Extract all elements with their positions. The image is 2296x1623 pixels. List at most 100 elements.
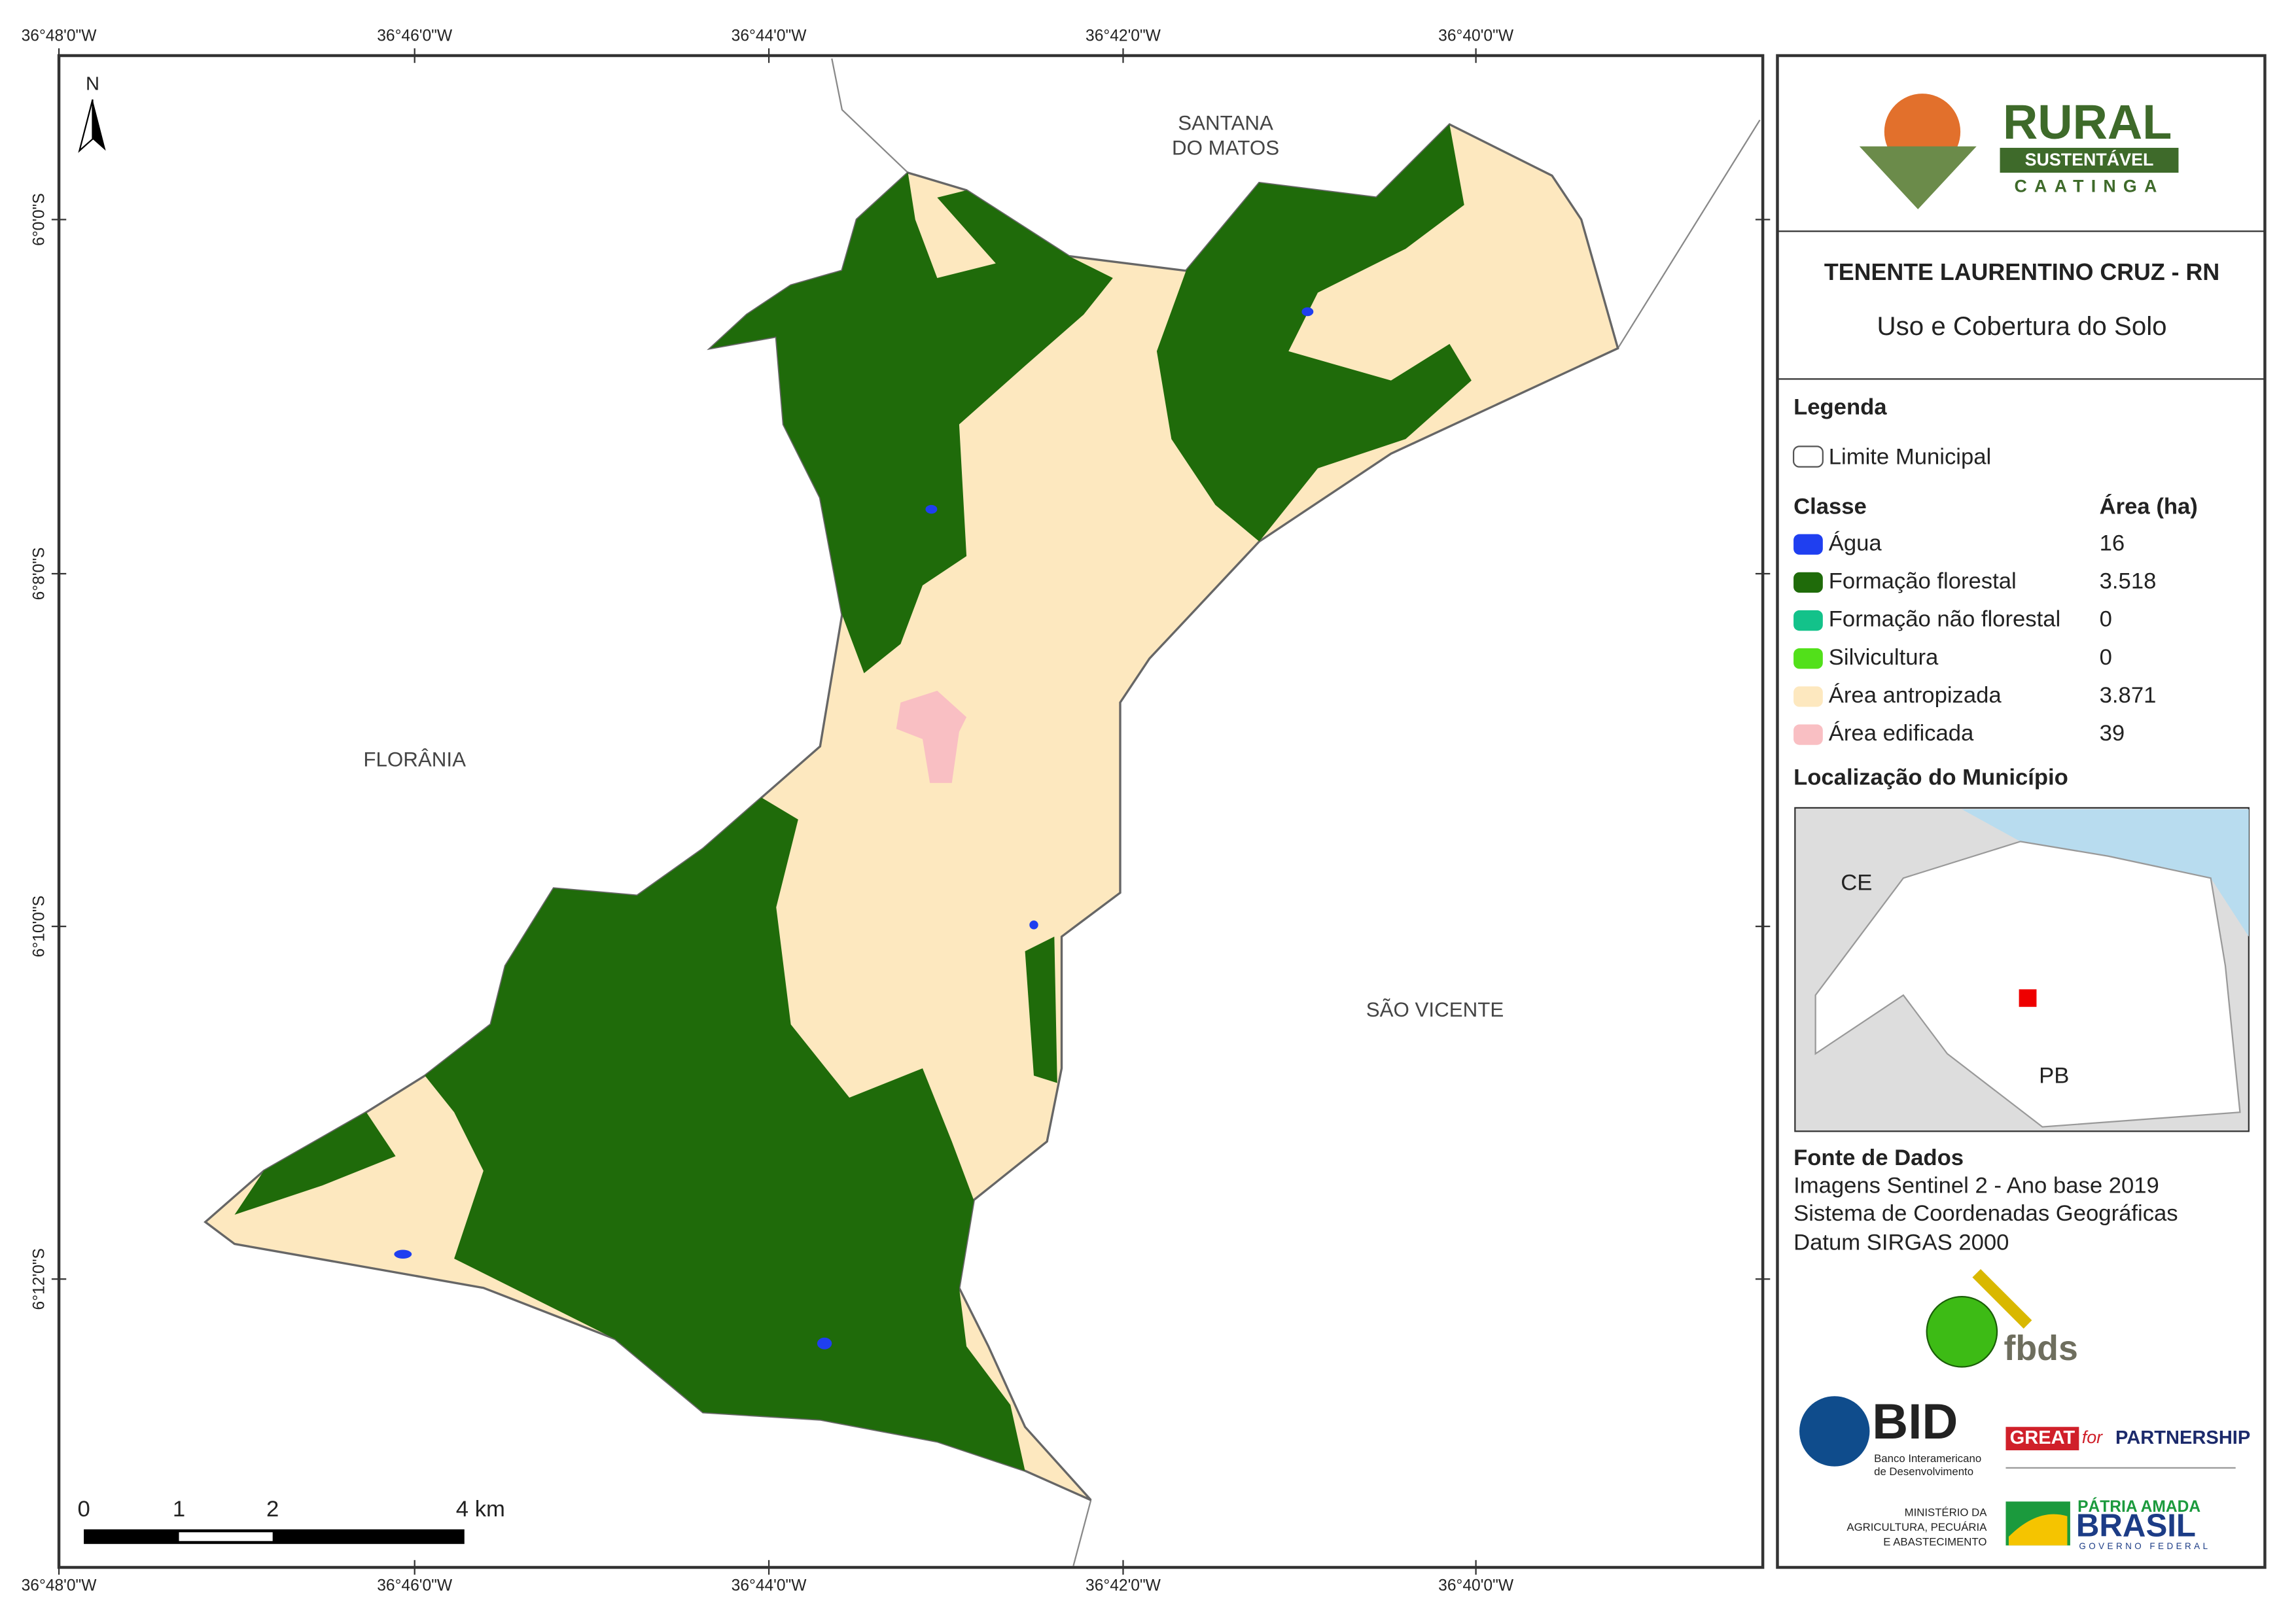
side-panel: RURAL SUSTENTÁVEL CAATINGA TENENTE LAURE…	[1776, 54, 2267, 1569]
boundary-line	[831, 58, 909, 173]
legend-swatch	[1793, 648, 1823, 669]
forest	[234, 124, 1472, 1471]
legend-label: Área antropizada	[1829, 682, 2002, 708]
boundary-line	[1617, 119, 1761, 349]
partner-logo: E ABASTECIMENTO	[1883, 1535, 1987, 1548]
legend-label: Área edificada	[1829, 720, 1974, 746]
brasil-mark	[2008, 1514, 2068, 1546]
great-band	[2005, 1427, 2079, 1451]
legend-area: 16	[2100, 531, 2125, 555]
partner-logo: MINISTÉRIO DA	[1905, 1507, 1988, 1519]
boundary-line	[1072, 1499, 1092, 1567]
scale-label: 1	[173, 1497, 185, 1522]
source-line: Sistema de Coordenadas Geográficas	[1793, 1201, 2178, 1226]
top-coord-label: 36°40'0"W	[1438, 27, 1514, 44]
logo-text: RURAL	[2003, 95, 2172, 149]
map-labels: SANTANA DO MATOS FLORÂNIA SÃO VICENTE N	[78, 73, 1504, 1021]
place-label: SÃO VICENTE	[1366, 998, 1504, 1021]
forest-patch	[710, 172, 1113, 674]
legend-heading: Legenda	[1793, 394, 1887, 419]
legend-label: Limite Municipal	[1829, 444, 1991, 469]
scale-bar: 0 1 2 4 km	[77, 1497, 505, 1544]
legend-swatch	[1793, 724, 1823, 745]
left-coord-label: 6°12'0"S	[30, 1248, 48, 1310]
legend-swatch	[1793, 686, 1823, 707]
fbds-mark	[1926, 1295, 1998, 1368]
place-label: DO MATOS	[1172, 136, 1279, 159]
map-title: TENENTE LAURENTINO CRUZ - RN	[1824, 259, 2219, 285]
logo-band	[2000, 147, 2179, 173]
bottom-coord-label: 36°48'0"W	[22, 1577, 97, 1595]
legend-swatch	[1792, 445, 1824, 468]
partner-logo: BRASIL	[2076, 1508, 2196, 1544]
top-coord-label: 36°46'0"W	[377, 27, 453, 44]
partner-logo: PARTNERSHIP	[2115, 1427, 2250, 1448]
scale-label: 0	[77, 1497, 90, 1522]
bottom-coord-label: 36°42'0"W	[1086, 1577, 1161, 1595]
legend-label: Formação não florestal	[1829, 607, 2060, 632]
logo-text: SUSTENTÁVEL	[2025, 149, 2154, 169]
bottom-coord-label: 36°44'0"W	[732, 1577, 807, 1595]
scale-label: 4 km	[456, 1497, 505, 1522]
legend-class-header: Classe	[1793, 494, 1867, 519]
top-coord-label: 36°48'0"W	[22, 27, 97, 44]
left-coord-label: 6°10'0"S	[30, 896, 48, 957]
bid-mark	[1799, 1396, 1870, 1467]
partner-logo: for	[2082, 1427, 2103, 1447]
ocean	[1962, 809, 2249, 937]
legend-area: 3.871	[2100, 683, 2157, 708]
source-line: Imagens Sentinel 2 - Ano base 2019	[1793, 1173, 2159, 1198]
forest-patch	[1156, 124, 1472, 542]
partner-logo: fbds	[2004, 1329, 2077, 1368]
water	[394, 307, 1314, 1350]
scale-label: 2	[266, 1497, 279, 1522]
fbds-mark	[1972, 1268, 2032, 1329]
legend-area: 0	[2100, 645, 2112, 670]
coordinate-ticks: 36°48'0"W 36°46'0"W 36°44'0"W 36°42'0"W 36°4…	[22, 27, 1771, 1595]
partner-logo: GOVERNO FEDERAL	[2079, 1541, 2210, 1551]
north-label: N	[86, 73, 99, 94]
place-label: SANTANA	[1178, 111, 1273, 134]
scale-segment	[179, 1532, 273, 1541]
legend-label: Silvicultura	[1829, 645, 1939, 670]
left-coord-label: 6°0'0"S	[30, 193, 48, 246]
legend-rows: Água 16 Formação florestal 3.518 Formação nã…	[1793, 530, 2156, 746]
bottom-coord-label: 36°40'0"W	[1438, 1577, 1514, 1595]
water-body	[1029, 920, 1038, 930]
partner-logo: AGRICULTURA, PECUÁRIA	[1846, 1521, 1987, 1533]
left-coord-label: 6°8'0"S	[30, 548, 48, 601]
state-label: CE	[1841, 870, 1872, 895]
partner-logo: PÁTRIA AMADA	[2077, 1497, 2200, 1516]
partner-logo: BID	[1872, 1394, 1958, 1450]
source-heading: Fonte de Dados	[1793, 1145, 1964, 1170]
water-body	[817, 1337, 832, 1350]
forest-patch	[425, 797, 1025, 1471]
logo-text: CAATINGA	[2014, 176, 2164, 196]
legend-label: Água	[1829, 530, 1882, 555]
place-label: FLORÂNIA	[363, 748, 466, 771]
map-subtitle: Uso e Cobertura do Solo	[1877, 311, 2167, 341]
built-area	[896, 690, 967, 783]
legend-area: 39	[2100, 721, 2125, 746]
scale-segment	[84, 1529, 465, 1544]
state-label: PB	[2039, 1064, 2069, 1089]
legend-area: 0	[2100, 607, 2112, 632]
location-heading: Localização do Município	[1793, 765, 2068, 790]
municipality-marker	[2019, 989, 2037, 1007]
source-line: Datum SIRGAS 2000	[1793, 1230, 2009, 1255]
legend-swatch	[1793, 572, 1823, 593]
top-coord-label: 36°44'0"W	[732, 27, 807, 44]
legend-label: Formação florestal	[1829, 569, 2017, 594]
bottom-coord-label: 36°46'0"W	[377, 1577, 453, 1595]
legend-swatch	[1793, 610, 1823, 631]
forest-patch	[1025, 936, 1057, 1083]
legend-swatch	[1793, 534, 1823, 555]
water-body	[1301, 307, 1314, 317]
logo-shield	[1859, 146, 1977, 209]
partner-logo: Banco Interamericano	[1874, 1452, 1981, 1465]
legend-area-header: Área (ha)	[2100, 493, 2198, 519]
partner-logo: GREAT	[2010, 1427, 2075, 1448]
top-coord-label: 36°42'0"W	[1086, 27, 1161, 44]
